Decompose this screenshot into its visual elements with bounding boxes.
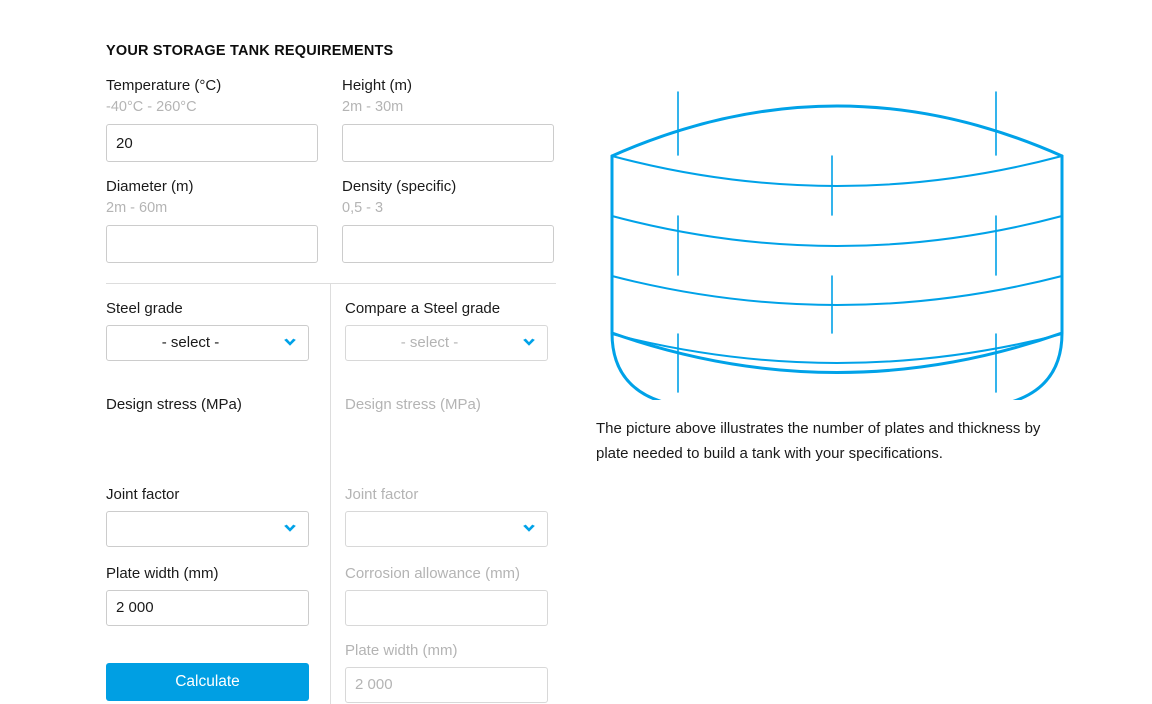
tank-outer-shell — [610, 104, 1064, 400]
joint-factor-selected-value — [107, 512, 274, 546]
field-compare-steel-grade: Compare a Steel grade - select - — [345, 299, 548, 361]
field-temperature: Temperature (°C) -40°C - 260°C — [106, 76, 318, 163]
diameter-range-hint: 2m - 60m — [106, 200, 168, 217]
height-label: Height (m) — [342, 76, 413, 94]
section-divider-horizontal — [106, 283, 556, 284]
density-label: Density (specific) — [342, 178, 457, 196]
illustration-caption: The picture above illustrates the number… — [596, 420, 1041, 463]
tank-course-rings — [611, 155, 1063, 364]
page-title: YOUR STORAGE TANK REQUIREMENTS — [106, 43, 394, 59]
compare-steel-grade-selected-value: - select - — [400, 334, 459, 351]
field-compare-plate-width: Plate width (mm) — [345, 641, 548, 703]
column-divider-vertical — [330, 284, 331, 704]
field-joint-factor: Joint factor — [106, 485, 309, 547]
joint-factor-label: Joint factor — [106, 486, 180, 503]
field-design-stress: Design stress (MPa) — [106, 395, 309, 415]
tank-vertical-seams — [677, 91, 997, 393]
field-diameter: Diameter (m) 2m - 60m — [106, 177, 318, 264]
chevron-down-icon — [523, 338, 535, 346]
compare-steel-grade-label: Compare a Steel grade — [345, 300, 501, 317]
compare-steel-grade-select[interactable]: - select - — [345, 324, 548, 361]
field-steel-grade: Steel grade - select - — [106, 299, 309, 361]
field-height: Height (m) 2m - 30m — [342, 76, 554, 163]
field-compare-design-stress: Design stress (MPa) — [345, 395, 548, 415]
corrosion-allowance-input[interactable] — [345, 589, 548, 626]
chevron-down-icon — [284, 524, 296, 532]
diameter-input[interactable] — [106, 225, 318, 264]
field-density: Density (specific) 0,5 - 3 — [342, 177, 554, 264]
field-compare-joint-factor: Joint factor — [345, 485, 548, 547]
chevron-down-icon — [523, 524, 535, 532]
storage-tank-requirements-form: YOUR STORAGE TANK REQUIREMENTS Temperatu… — [106, 43, 556, 704]
design-stress-label: Design stress (MPa) — [106, 396, 242, 413]
joint-factor-select[interactable] — [106, 510, 309, 547]
compare-joint-factor-selected-value — [346, 512, 513, 546]
compare-joint-factor-label: Joint factor — [345, 486, 419, 503]
density-input[interactable] — [342, 225, 554, 264]
temperature-input[interactable] — [106, 124, 318, 163]
steel-grade-selected-value: - select - — [161, 334, 220, 351]
steel-grade-select[interactable]: - select - — [106, 324, 309, 361]
storage-tank-diagram — [610, 91, 1064, 400]
chevron-down-icon — [284, 338, 296, 346]
density-range-hint: 0,5 - 3 — [342, 200, 384, 217]
height-input[interactable] — [342, 124, 554, 163]
field-plate-width: Plate width (mm) — [106, 564, 309, 626]
temperature-label: Temperature (°C) — [106, 76, 222, 94]
basic-requirements-grid: Temperature (°C) -40°C - 260°C Height (m… — [106, 76, 556, 279]
compare-plate-width-input[interactable] — [345, 666, 548, 703]
compare-design-stress-label: Design stress (MPa) — [345, 396, 481, 413]
plate-width-label: Plate width (mm) — [106, 565, 219, 582]
field-corrosion-allowance: Corrosion allowance (mm) — [345, 564, 548, 626]
plate-width-input[interactable] — [106, 589, 309, 626]
calculate-button[interactable]: Calculate — [106, 663, 309, 701]
corrosion-allowance-label: Corrosion allowance (mm) — [345, 565, 521, 582]
height-range-hint: 2m - 30m — [342, 99, 404, 116]
tank-illustration-panel: The picture above illustrates the number… — [596, 70, 1066, 481]
compare-plate-width-label: Plate width (mm) — [345, 642, 458, 659]
compare-joint-factor-select[interactable] — [345, 510, 548, 547]
steel-grade-label: Steel grade — [106, 300, 183, 317]
diameter-label: Diameter (m) — [106, 178, 194, 196]
temperature-range-hint: -40°C - 260°C — [106, 99, 197, 116]
